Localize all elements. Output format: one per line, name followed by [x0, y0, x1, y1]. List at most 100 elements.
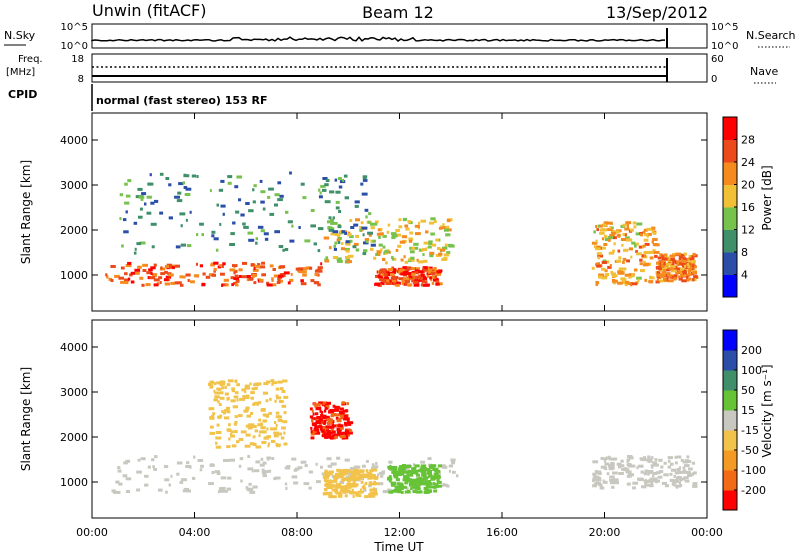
- heatmap-cell: [271, 277, 274, 281]
- heatmap-cell: [425, 467, 431, 471]
- heatmap-cell: [636, 276, 642, 280]
- heatmap-cell: [672, 277, 677, 281]
- heatmap-cell: [336, 233, 341, 237]
- heatmap-cell: [224, 386, 227, 389]
- heatmap-cell: [314, 422, 317, 426]
- heatmap-cell: [331, 434, 335, 438]
- heatmap-cell: [378, 471, 385, 475]
- heatmap-cell: [650, 456, 654, 460]
- heatmap-cell: [183, 186, 188, 189]
- heatmap-cell: [245, 424, 251, 428]
- heatmap-cell: [186, 489, 191, 493]
- heatmap-cell: [287, 281, 291, 285]
- heatmap-cell: [110, 265, 116, 268]
- heatmap-cell: [219, 264, 222, 267]
- heatmap-cell: [648, 478, 654, 482]
- heatmap-cell: [601, 223, 608, 227]
- heatmap-cell: [422, 253, 425, 257]
- heatmap-cell: [604, 269, 608, 273]
- heatmap-cell: [422, 266, 428, 270]
- heatmap-cell: [262, 474, 267, 478]
- heatmap-cell: [246, 275, 251, 278]
- heatmap-cell: [222, 262, 226, 266]
- heatmap-cell: [442, 483, 446, 487]
- heatmap-cell: [249, 442, 255, 446]
- heatmap-cell: [255, 237, 258, 241]
- heatmap-cell: [211, 471, 215, 474]
- heatmap-cell: [610, 230, 615, 233]
- heatmap-cell: [144, 202, 147, 206]
- heatmap-cell: [398, 218, 402, 222]
- heatmap-cell: [250, 391, 255, 395]
- heatmap-cell: [682, 469, 687, 473]
- heatmap-cell: [343, 471, 349, 475]
- heatmap-cell: [219, 222, 222, 226]
- heatmap-cell: [180, 224, 183, 228]
- time-tick-label: 00:00: [691, 526, 723, 539]
- heatmap-cell: [382, 234, 387, 238]
- heatmap-cell: [185, 218, 188, 222]
- heatmap-cell: [428, 474, 433, 478]
- heatmap-cell: [278, 443, 281, 447]
- heatmap-cell: [642, 244, 646, 248]
- heatmap-cell: [300, 182, 305, 186]
- heatmap-cell: [680, 458, 684, 462]
- heatmap-cell: [429, 465, 432, 469]
- heatmap-cell: [195, 262, 198, 266]
- heatmap-cell: [679, 477, 686, 481]
- heatmap-cell: [227, 181, 232, 185]
- heatmap-cell: [597, 256, 601, 260]
- heatmap-cell: [234, 185, 239, 189]
- velocity-colorbar-segment: [723, 430, 737, 451]
- heatmap-cell: [362, 178, 368, 182]
- heatmap-cell: [635, 232, 640, 236]
- heatmap-cell: [231, 283, 234, 287]
- heatmap-cell: [641, 254, 647, 258]
- heatmap-cell: [642, 230, 646, 234]
- heatmap-cell: [622, 257, 627, 261]
- heatmap-cell: [345, 477, 350, 481]
- heatmap-cell: [648, 280, 654, 284]
- heatmap-cell: [614, 230, 620, 234]
- heatmap-cell: [216, 472, 221, 475]
- heatmap-cell: [336, 259, 343, 263]
- heatmap-cell: [331, 413, 336, 416]
- heatmap-cell: [123, 278, 130, 282]
- heatmap-cell: [431, 243, 437, 247]
- heatmap-cell: [328, 246, 332, 250]
- heatmap-cell: [399, 240, 406, 244]
- heatmap-cell: [328, 216, 332, 220]
- heatmap-cell: [407, 283, 412, 287]
- heatmap-cell: [409, 481, 414, 485]
- heatmap-cell: [445, 225, 450, 229]
- heatmap-cell: [396, 276, 399, 279]
- heatmap-cell: [246, 487, 253, 491]
- heatmap-cell: [159, 172, 164, 176]
- heatmap-cell: [613, 478, 619, 482]
- heatmap-cell: [331, 420, 335, 424]
- heatmap-cell: [361, 192, 368, 196]
- heatmap-cell: [222, 411, 226, 415]
- heatmap-cell: [391, 279, 397, 283]
- heatmap-cell: [624, 273, 630, 277]
- heatmap-cell: [387, 223, 391, 227]
- heatmap-cell: [420, 219, 427, 223]
- heatmap-cell: [322, 492, 328, 496]
- heatmap-cell: [330, 219, 334, 222]
- heatmap-cell: [178, 182, 184, 186]
- heatmap-cell: [426, 266, 433, 270]
- heatmap-cell: [640, 470, 644, 474]
- heatmap-cell: [431, 281, 435, 285]
- heatmap-cell: [323, 419, 327, 423]
- heatmap-cell: [610, 231, 616, 235]
- heatmap-cell: [622, 260, 625, 264]
- heatmap-cell: [226, 428, 231, 432]
- heatmap-cell: [402, 478, 407, 482]
- heatmap-cell: [327, 418, 334, 422]
- heatmap-cell: [378, 482, 384, 486]
- heatmap-cell: [251, 425, 257, 428]
- heatmap-cell: [185, 187, 192, 191]
- heatmap-cell: [625, 280, 629, 284]
- heatmap-cell: [249, 382, 252, 386]
- heatmap-cell: [391, 483, 396, 487]
